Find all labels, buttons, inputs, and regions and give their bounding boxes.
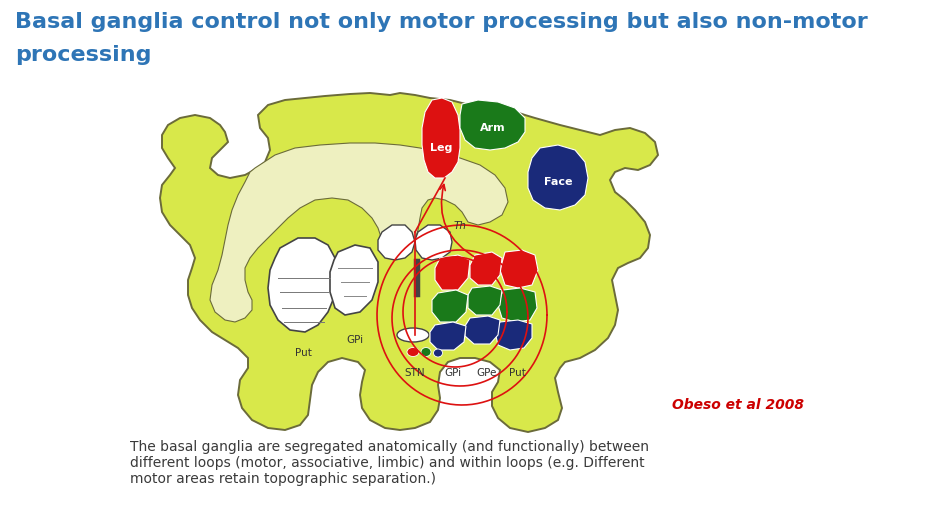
Text: Basal ganglia control not only motor processing but also non-motor: Basal ganglia control not only motor pro… [15, 12, 867, 32]
Polygon shape [470, 252, 502, 285]
Polygon shape [495, 320, 532, 350]
Text: Th: Th [454, 221, 467, 231]
Text: Obeso et al 2008: Obeso et al 2008 [672, 398, 804, 412]
Polygon shape [528, 145, 588, 210]
Text: The basal ganglia are segregated anatomically (and functionally) between: The basal ganglia are segregated anatomi… [130, 440, 649, 454]
Text: Face: Face [544, 177, 573, 187]
Text: Leg: Leg [429, 143, 452, 153]
Polygon shape [460, 100, 525, 150]
Text: STN: STN [405, 368, 426, 378]
Polygon shape [500, 250, 538, 288]
Text: GPe: GPe [477, 368, 497, 378]
Ellipse shape [433, 349, 443, 357]
Polygon shape [435, 255, 470, 290]
Polygon shape [422, 98, 460, 178]
Polygon shape [268, 238, 338, 332]
Polygon shape [378, 225, 415, 260]
Text: motor areas retain topographic separation.): motor areas retain topographic separatio… [130, 472, 436, 486]
Polygon shape [468, 286, 502, 315]
Polygon shape [210, 143, 508, 322]
Polygon shape [330, 245, 378, 315]
Ellipse shape [397, 328, 429, 342]
Ellipse shape [407, 347, 419, 357]
Polygon shape [160, 93, 658, 432]
Polygon shape [465, 316, 500, 344]
Text: GPi: GPi [346, 335, 364, 345]
Text: different loops (motor, associative, limbic) and within loops (e.g. Different: different loops (motor, associative, lim… [130, 456, 645, 470]
Ellipse shape [421, 347, 431, 357]
Text: Put: Put [295, 348, 312, 358]
Text: Arm: Arm [481, 123, 506, 133]
Polygon shape [498, 288, 537, 322]
Polygon shape [430, 322, 466, 350]
Polygon shape [432, 290, 468, 322]
Text: processing: processing [15, 45, 152, 65]
Polygon shape [415, 225, 452, 260]
Text: Put: Put [508, 368, 525, 378]
Text: GPi: GPi [445, 368, 462, 378]
